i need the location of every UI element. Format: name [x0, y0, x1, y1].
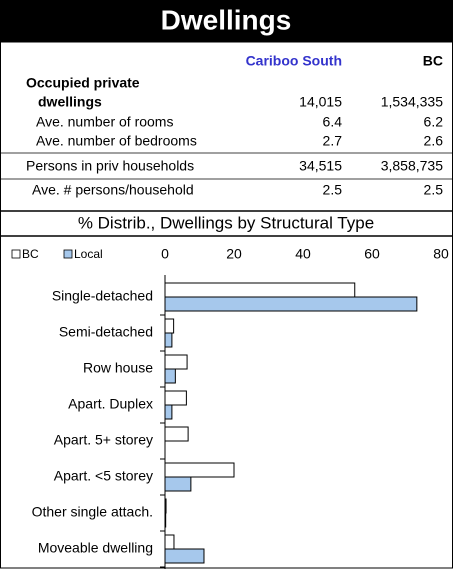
- cell-value: 2.6: [424, 133, 444, 149]
- cell-value: 34,515: [299, 158, 342, 174]
- y-tick-label: Apart. <5 storey: [54, 468, 153, 484]
- bar: [164, 354, 188, 370]
- row-label: Ave. number of bedrooms: [36, 133, 197, 149]
- row-label: dwellings: [38, 94, 102, 110]
- bar: [164, 318, 175, 334]
- bar: [164, 426, 189, 442]
- cell-value: 2.7: [323, 133, 343, 149]
- y-tick-label: Semi-detached: [59, 324, 153, 340]
- y-tick-label: Row house: [83, 360, 153, 376]
- cell-value: 6.2: [424, 114, 444, 130]
- title-bar: [0, 0, 453, 42]
- chart-title: % Distrib., Dwellings by Structural Type: [78, 213, 374, 232]
- y-tick-label: Moveable dwelling: [38, 540, 153, 556]
- bar: [164, 296, 418, 312]
- x-tick-label: 40: [295, 246, 311, 262]
- x-tick-label: 60: [364, 246, 380, 262]
- y-tick-label: Single-detached: [52, 288, 153, 304]
- y-tick-label: Apart. 5+ storey: [54, 432, 153, 448]
- bar: [164, 462, 235, 478]
- x-tick-label: 80: [433, 246, 449, 262]
- bar: [164, 534, 175, 550]
- x-tick-label: 20: [226, 246, 242, 262]
- legend-label: BC: [22, 247, 39, 261]
- cell-value: 2.5: [424, 182, 444, 198]
- column-header: Cariboo South: [246, 53, 342, 69]
- legend-label: Local: [74, 247, 103, 261]
- cell-value: 14,015: [299, 94, 342, 110]
- row-label: Persons in priv households: [26, 158, 194, 174]
- cell-value: 3,858,735: [381, 158, 443, 174]
- cell-value: 2.5: [323, 182, 343, 198]
- y-tick-label: Other single attach.: [32, 504, 153, 520]
- bar: [164, 282, 356, 298]
- row-label: Ave. # persons/household: [32, 182, 194, 198]
- cell-value: 6.4: [323, 114, 343, 130]
- cell-value: 1,534,335: [381, 94, 443, 110]
- x-tick-label: 0: [161, 246, 169, 262]
- y-tick-label: Apart. Duplex: [68, 396, 153, 412]
- row-label: Occupied private: [26, 75, 140, 91]
- bar: [164, 476, 192, 492]
- bar: [164, 548, 205, 564]
- column-header: BC: [423, 53, 443, 69]
- bar: [164, 390, 187, 406]
- bar: [164, 368, 176, 384]
- title: Dwellings: [161, 4, 292, 35]
- row-label: Ave. number of rooms: [36, 114, 173, 130]
- legend-swatch: [63, 249, 73, 259]
- bar: [164, 332, 173, 348]
- bar: [164, 404, 173, 420]
- legend-swatch: [11, 249, 21, 259]
